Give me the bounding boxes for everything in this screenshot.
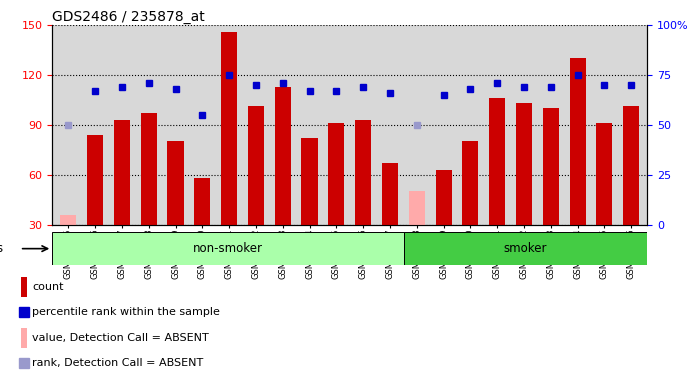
- Text: smoker: smoker: [504, 242, 547, 255]
- Bar: [21, 276, 27, 297]
- Bar: [623, 106, 639, 225]
- Bar: [329, 123, 345, 225]
- Bar: [275, 86, 291, 225]
- Bar: [301, 138, 317, 225]
- Text: value, Detection Call = ABSENT: value, Detection Call = ABSENT: [32, 333, 209, 343]
- Bar: [168, 141, 184, 225]
- Bar: [462, 141, 478, 225]
- Bar: [141, 113, 157, 225]
- Bar: [489, 98, 505, 225]
- Text: stress: stress: [0, 242, 3, 255]
- Text: rank, Detection Call = ABSENT: rank, Detection Call = ABSENT: [32, 359, 203, 369]
- Bar: [248, 106, 264, 225]
- Bar: [516, 103, 532, 225]
- Bar: [569, 58, 585, 225]
- Bar: [436, 170, 452, 225]
- Bar: [596, 123, 612, 225]
- Bar: [543, 108, 559, 225]
- Bar: [21, 328, 27, 348]
- Bar: [221, 31, 237, 225]
- Bar: [114, 120, 130, 225]
- Text: percentile rank within the sample: percentile rank within the sample: [32, 308, 220, 318]
- Text: GDS2486 / 235878_at: GDS2486 / 235878_at: [52, 10, 205, 24]
- Text: count: count: [32, 282, 63, 292]
- Bar: [404, 232, 647, 265]
- Bar: [382, 163, 398, 225]
- Bar: [355, 120, 371, 225]
- Bar: [409, 191, 425, 225]
- Bar: [52, 232, 404, 265]
- Bar: [61, 215, 77, 225]
- Bar: [194, 178, 210, 225]
- Bar: [87, 135, 103, 225]
- Text: non-smoker: non-smoker: [193, 242, 263, 255]
